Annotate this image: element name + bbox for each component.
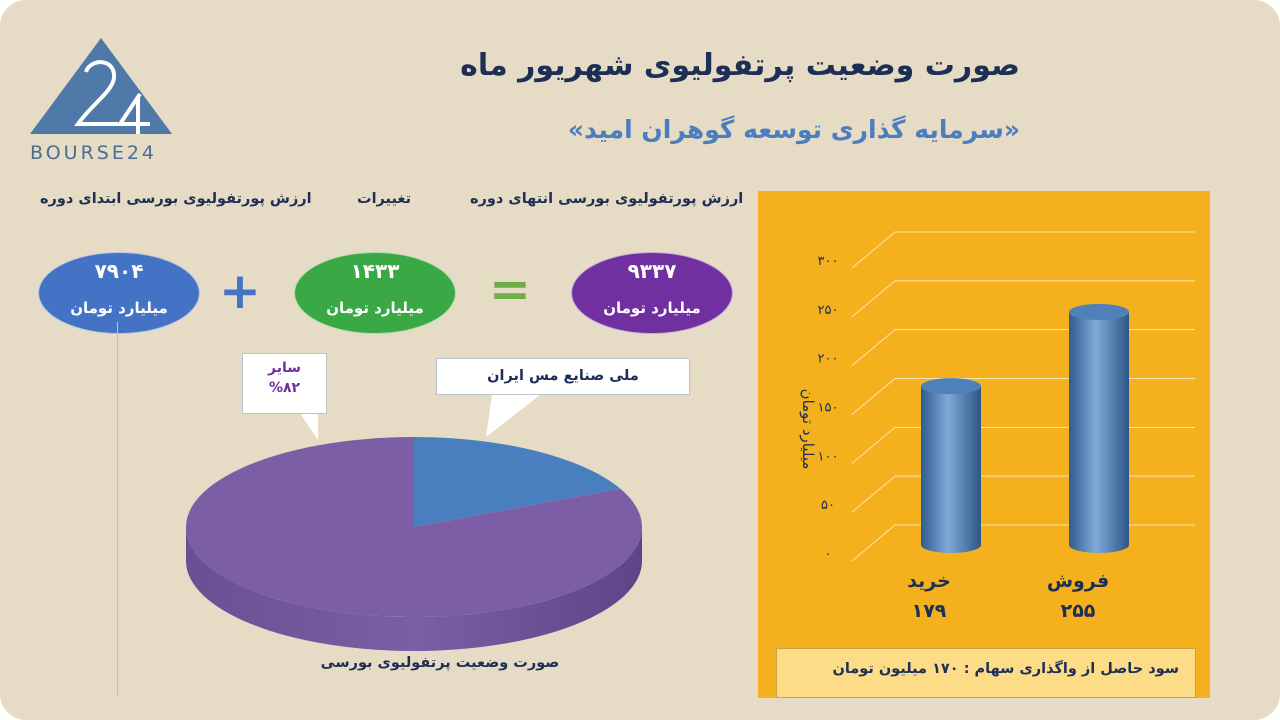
bar-category-sell: فروش xyxy=(1046,570,1110,592)
start-value-heading: ارزش پورتفولیوی بورسی ابتدای دوره xyxy=(40,191,312,207)
start-unit: میلیارد تومان xyxy=(70,299,168,317)
end-value-badge: ۹۳۳۷ میلیارد تومان xyxy=(571,252,733,334)
bar-gridline xyxy=(851,475,1195,513)
bar-gridline xyxy=(851,426,1195,464)
bar-top-cap xyxy=(921,378,981,395)
bar-gridline xyxy=(851,280,1195,318)
pie-side xyxy=(186,527,642,651)
bar xyxy=(921,386,981,553)
callout-meli: ملی صنایع مس ایران xyxy=(436,358,690,395)
end-value-heading: ارزش پورتفولیوی بورسی انتهای دوره xyxy=(470,191,744,207)
bar-gridline xyxy=(851,329,1195,367)
callout-other: سایر %۸۲ xyxy=(242,353,327,414)
bar-gridline xyxy=(851,524,1195,562)
bar-chart-panel xyxy=(758,191,1210,698)
callout-pointer-other xyxy=(300,413,318,440)
page-title: صورت وضعیت پرتفولیوی شهریور ماه xyxy=(460,48,1020,83)
start-value: ۷۹۰۴ xyxy=(94,259,144,283)
bar-y-tick-label: ۱۰۰ xyxy=(818,449,839,464)
end-value: ۹۳۳۷ xyxy=(627,259,677,283)
change-unit: میلیارد تومان xyxy=(326,299,424,317)
pie-chart xyxy=(185,395,642,651)
pie-slice xyxy=(414,437,621,527)
bar-y-tick-label: ۳۰۰ xyxy=(818,254,839,269)
bar-y-tick-label: ۲۵۰ xyxy=(818,303,839,318)
pie-slice xyxy=(185,437,642,617)
bar-category-buy: خرید xyxy=(907,570,951,592)
bar-y-tick-label: ۵۰ xyxy=(821,498,835,513)
profit-footnote: سود حاصل از واگذاری سهام : ۱۷۰ میلیون تو… xyxy=(776,648,1196,698)
bar xyxy=(1069,311,1129,553)
callout-pointer-meli xyxy=(486,395,540,437)
bar-gridline xyxy=(851,231,1195,269)
bar-y-tick-label: ۲۰۰ xyxy=(818,352,839,367)
equals-sign: = xyxy=(489,260,531,318)
page-subtitle: «سرمایه گذاری توسعه گوهران امید» xyxy=(567,115,1020,144)
bar-value-label-buy: ۱۷۹ xyxy=(911,600,947,622)
change-value: ۱۴۳۳ xyxy=(350,259,400,283)
callout-other-pct: %۸۲ xyxy=(268,380,301,396)
plus-sign: + xyxy=(219,262,261,320)
bar-y-tick-label: ۱۵۰ xyxy=(818,401,839,416)
callout-other-name: سایر xyxy=(268,360,301,376)
end-unit: میلیارد تومان xyxy=(603,299,701,317)
bar-top-cap xyxy=(1069,303,1129,320)
start-value-badge: ۷۹۰۴ میلیارد تومان xyxy=(38,252,200,334)
logo-text: BOURSE24 xyxy=(30,142,158,164)
bar-y-tick-label: ۰ xyxy=(825,547,832,562)
change-heading: تغییرات xyxy=(357,191,412,207)
divider-line xyxy=(117,322,118,696)
change-value-badge: ۱۴۳۳ میلیارد تومان xyxy=(294,252,456,334)
bar-y-axis-label: میلیارد تومان xyxy=(799,388,817,470)
bar-value-label-sell: ۲۵۵ xyxy=(1060,600,1096,622)
bourse24-logo xyxy=(30,38,172,134)
pie-caption: صورت وضعیت پرتفولیوی بورسی xyxy=(320,655,560,671)
bar-gridline xyxy=(851,378,1195,415)
